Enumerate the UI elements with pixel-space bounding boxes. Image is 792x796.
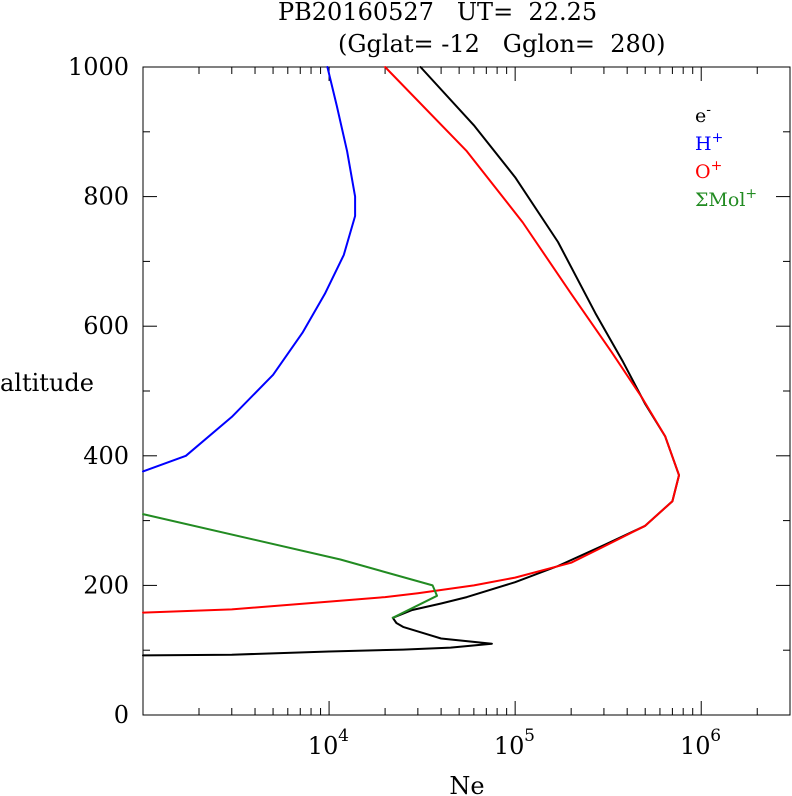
y-tick-label: 0	[114, 701, 129, 729]
y-tick-label: 400	[83, 442, 129, 470]
y-tick-labels: 0 200 400 600 800 1000	[68, 53, 129, 729]
x-tick-labels: 10 4 10 5 10 6	[308, 726, 721, 760]
legend-entry: e-	[695, 102, 711, 127]
legend-entry: H+	[695, 130, 723, 155]
series-lines	[142, 66, 680, 657]
x-tick-exponent: 4	[338, 726, 349, 746]
y-tick-label: 600	[83, 312, 129, 340]
legend-entry: O+	[695, 158, 722, 183]
legend-entry: ΣMol+	[695, 186, 757, 211]
x-tick-exponent: 5	[524, 726, 535, 746]
chart-subtitle: (Gglat= -12 Gglon= 280)	[338, 30, 666, 58]
x-axis-label: Ne	[449, 772, 484, 796]
x-tick-label: 10	[494, 732, 525, 760]
plot-frame	[142, 66, 791, 716]
series-line	[142, 66, 680, 657]
series-line	[142, 513, 438, 619]
legend: e- H+ O+ ΣMol+	[695, 102, 757, 211]
x-tick-exponent: 6	[710, 726, 721, 746]
y-tick-label: 800	[83, 183, 129, 211]
y-axis-label: altitude	[0, 369, 94, 397]
y-tick-label: 200	[83, 571, 129, 599]
series-line	[142, 66, 357, 473]
axis-ticks	[142, 66, 791, 716]
x-tick-label: 10	[308, 732, 339, 760]
chart-title: PB20160527 UT= 22.25	[278, 0, 598, 26]
series-line	[142, 66, 680, 614]
y-tick-label: 1000	[68, 53, 129, 81]
x-tick-label: 10	[680, 732, 711, 760]
